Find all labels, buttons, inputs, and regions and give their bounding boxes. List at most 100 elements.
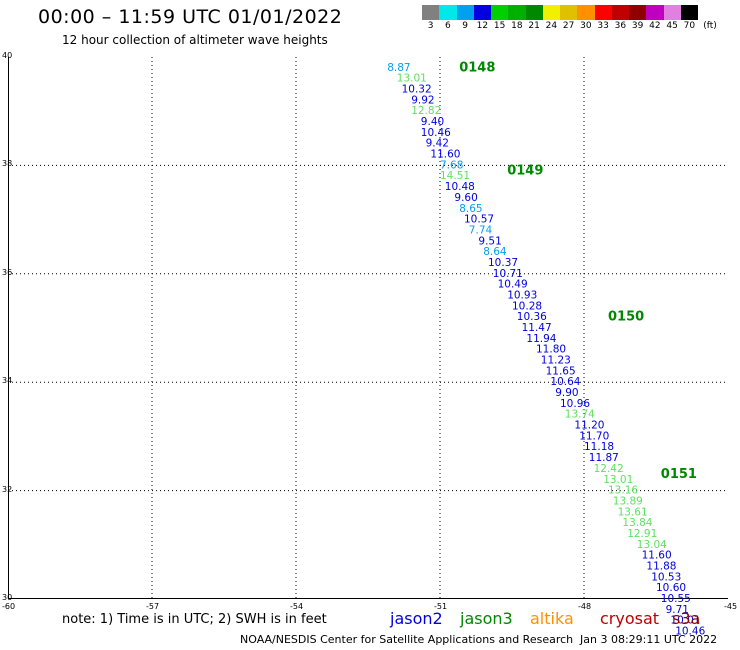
- wave-height-value: 7.74: [469, 224, 493, 236]
- wave-height-value: 10.32: [402, 84, 432, 96]
- wave-height-value: 11.60: [642, 550, 672, 562]
- time-mark-label: 0149: [507, 163, 543, 178]
- scale-swatch: [439, 5, 457, 20]
- wave-height-value: 10.64: [550, 376, 580, 388]
- wave-height-value: 10.60: [656, 582, 686, 594]
- wave-height-value: 10.48: [445, 181, 475, 193]
- map-title: 00:00 – 11:59 UTC 01/01/2022: [38, 6, 343, 28]
- wave-height-value: 11.65: [546, 365, 576, 377]
- wave-height-value: 8.64: [483, 246, 507, 258]
- scale-tick-label: 21: [528, 21, 540, 31]
- generation-timestamp: Jan 3 08:29:11 UTC 2022: [580, 633, 718, 646]
- wave-height-value: 11.47: [522, 322, 552, 334]
- lon-tick-label: -48: [578, 602, 592, 611]
- scale-tick-label: 45: [666, 21, 678, 31]
- scale-swatch: [473, 5, 491, 20]
- scale-swatch: [663, 5, 681, 20]
- satellite-legend-jason3: jason3: [460, 609, 513, 628]
- wave-height-value: 13.01: [603, 474, 633, 486]
- wave-height-value: 13.16: [608, 485, 638, 497]
- wave-height-value: 10.36: [517, 311, 547, 323]
- scale-swatch: [525, 5, 543, 20]
- scale-tick-label: 36: [614, 21, 627, 31]
- scale-tick-label: 33: [597, 21, 609, 31]
- lon-tick-label: -57: [146, 602, 160, 611]
- wave-height-value: 13.84: [622, 517, 652, 529]
- scale-swatch: [508, 5, 526, 20]
- scale-swatch: [611, 5, 629, 20]
- lon-tick-label: -60: [2, 602, 16, 611]
- scale-swatch: [646, 5, 664, 20]
- scale-tick-label: 3: [427, 21, 434, 31]
- satellite-legend-cryosat: cryosat: [600, 609, 660, 628]
- wave-height-value: 10.28: [512, 300, 542, 312]
- map-subtitle: 12 hour collection of altimeter wave hei…: [62, 33, 328, 47]
- wave-height-value: 9.60: [454, 192, 477, 204]
- lat-tick-label: 30: [2, 593, 13, 602]
- lon-tick-label: -45: [724, 602, 738, 611]
- lat-tick-label: 36: [2, 267, 13, 277]
- wave-height-value: 13.74: [565, 409, 595, 421]
- wave-height-value: 11.60: [430, 149, 460, 161]
- lat-tick-label: 34: [2, 376, 13, 386]
- wave-height-value: 12.82: [411, 105, 441, 117]
- wave-height-value: 10.01: [670, 615, 700, 627]
- wave-height-value: 9.90: [555, 387, 578, 399]
- scale-tick-label: 27: [562, 21, 575, 31]
- scale-tick-label: 9: [462, 21, 468, 31]
- wave-height-value: 9.42: [426, 138, 449, 150]
- time-mark-label: 0150: [608, 310, 644, 325]
- map-frame: [8, 57, 728, 599]
- wave-height-value: 9.92: [411, 94, 434, 106]
- wave-height-value: 13.01: [397, 73, 427, 85]
- wave-height-value: 13.04: [637, 539, 667, 551]
- wave-height-value: 10.53: [651, 571, 681, 583]
- lat-tick-label: 40: [2, 51, 13, 60]
- satellite-legend-s3a: s3a: [672, 609, 701, 628]
- wave-height-value: 12.42: [594, 463, 624, 475]
- wave-height-value: 12.91: [627, 528, 657, 540]
- lon-tick-label: -51: [434, 602, 448, 611]
- wave-height-value: 8.87: [387, 62, 410, 74]
- scale-swatch: [542, 5, 560, 20]
- wave-height-value: 14.51: [440, 170, 470, 182]
- wave-height-value: 10.57: [464, 214, 494, 226]
- wave-height-value: 11.20: [574, 420, 604, 432]
- credit-line: NOAA/NESDIS Center for Satellite Applica…: [240, 633, 574, 646]
- wave-height-value: 10.46: [675, 626, 705, 638]
- wave-height-value: 7.68: [440, 159, 463, 171]
- wave-height-value: 10.93: [507, 289, 537, 301]
- footer-note: note: 1) Time is in UTC; 2) SWH is in fe…: [62, 612, 327, 627]
- wave-height-value: 11.70: [579, 430, 609, 442]
- scale-swatch: [680, 5, 698, 20]
- wave-height-value: 8.65: [459, 203, 482, 215]
- scale-tick-label: 12: [476, 21, 489, 31]
- scale-swatch: [422, 5, 440, 20]
- scale-swatch: [560, 5, 578, 20]
- wave-height-value: 9.71: [666, 604, 689, 616]
- scale-tick-label: 39: [631, 21, 644, 31]
- lat-tick-label: 32: [2, 484, 13, 494]
- satellite-legend-jason2: jason2: [390, 609, 443, 628]
- lon-tick-label: -54: [290, 602, 304, 611]
- scale-tick-label: 24: [545, 21, 558, 31]
- wave-height-value: 9.40: [421, 116, 444, 128]
- wave-height-value: 10.96: [560, 398, 590, 410]
- wave-height-value: 11.94: [526, 333, 556, 345]
- scale-tick-label: 18: [511, 21, 523, 31]
- wave-height-value: 10.46: [421, 127, 451, 139]
- scale-tick-label: 30: [580, 21, 592, 31]
- scale-tick-label: 15: [493, 21, 506, 31]
- wave-height-value: 9.51: [478, 235, 501, 247]
- scale-swatch: [577, 5, 595, 20]
- wave-height-value: 11.87: [589, 452, 619, 464]
- scale-swatch: [456, 5, 474, 20]
- wave-height-value: 11.88: [646, 560, 676, 572]
- wave-height-value: 10.37: [488, 257, 518, 269]
- wave-height-value: 10.55: [661, 593, 691, 605]
- wave-height-value: 13.61: [618, 506, 648, 518]
- lat-tick-label: 38: [2, 159, 13, 169]
- scale-swatch: [491, 5, 509, 20]
- wave-height-value: 10.49: [498, 279, 528, 291]
